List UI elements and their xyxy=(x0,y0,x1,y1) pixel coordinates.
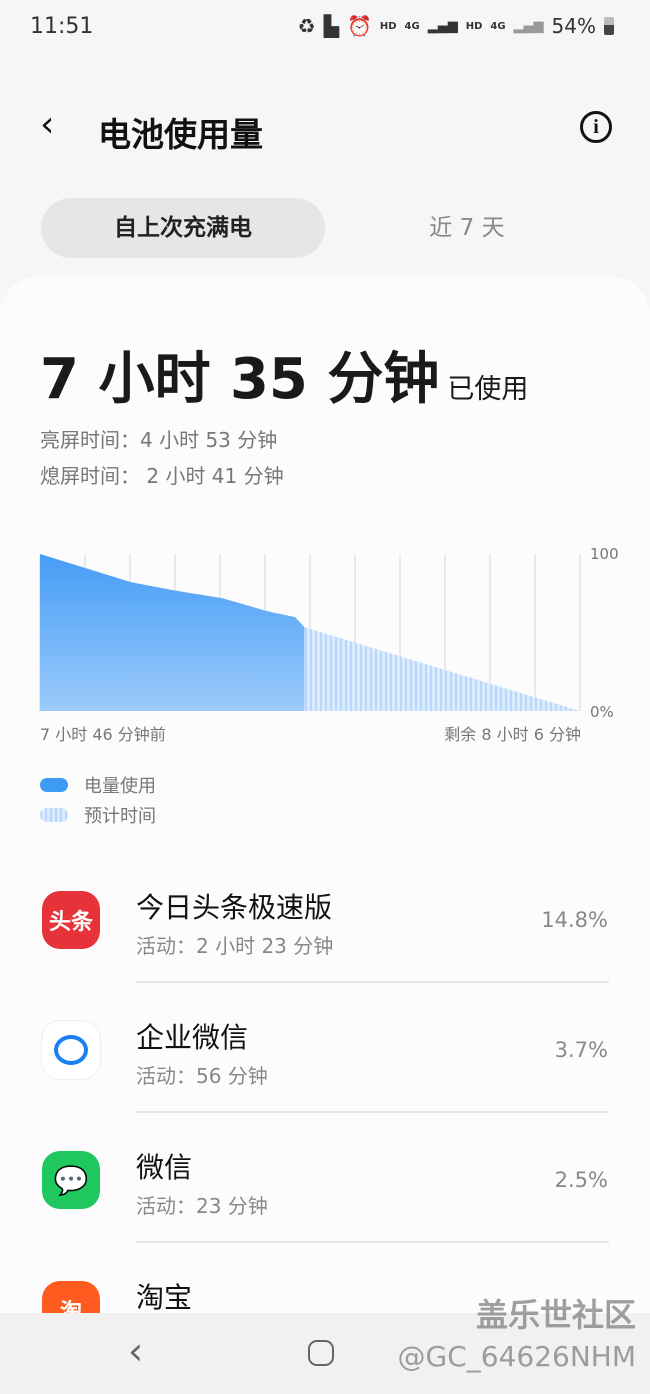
battery-icon xyxy=(604,17,614,35)
y-tick-100: 100 xyxy=(590,545,619,563)
app-percent: 14.8% xyxy=(541,908,608,932)
x-end-label: 剩余 8 小时 6 分钟 xyxy=(444,725,581,744)
legend-swatch-usage xyxy=(40,778,68,792)
nav-home-button[interactable] xyxy=(308,1340,334,1366)
recycle-icon: ♻ xyxy=(297,14,316,38)
building-icon: ▙ xyxy=(323,14,339,38)
screen-on-time: 亮屏时间：4 小时 53 分钟 xyxy=(40,428,278,452)
battery-percent: 54% xyxy=(551,14,596,38)
divider xyxy=(136,981,609,983)
legend-projected: 预计时间 xyxy=(40,802,156,828)
info-icon[interactable]: i xyxy=(580,111,612,143)
app-percent: 3.7% xyxy=(554,1038,608,1062)
app-name: 今日头条极速版 xyxy=(136,891,333,924)
usage-card xyxy=(0,277,650,1394)
page-title: 电池使用量 xyxy=(98,115,263,154)
screen-off-time: 熄屏时间： 2 小时 41 分钟 xyxy=(40,464,284,488)
app-percent: 2.5% xyxy=(554,1168,608,1192)
watermark-user: @GC_64626NHM xyxy=(397,1340,636,1373)
toutiao-icon: 头条 xyxy=(42,891,100,949)
tab-last-7-days[interactable]: 近 7 天 xyxy=(429,215,505,241)
app-activity: 活动：56 分钟 xyxy=(136,1064,268,1088)
projected-area xyxy=(304,627,580,711)
used-suffix: 已使用 xyxy=(447,374,529,405)
hd-badge: HD xyxy=(379,20,397,32)
wechat-icon: 💬 xyxy=(42,1151,100,1209)
total-used-time: 7 小时 35 分钟 已使用 xyxy=(40,334,528,415)
navigation-bar: ‹ xyxy=(0,1313,650,1394)
status-icons: ♻ ▙ ⏰ HD 4G ▂▄▆ HD 4G ▂▄▆ 54% xyxy=(298,14,614,38)
watermark: 盖乐世社区 xyxy=(475,1296,636,1334)
icon-text: 头条 xyxy=(48,910,93,935)
usage-area xyxy=(40,554,305,711)
signal-icon-2: ▂▄▆ xyxy=(513,18,544,34)
legend-usage: 电量使用 xyxy=(40,772,156,798)
legend-label: 电量使用 xyxy=(84,776,156,797)
signal-icon: ▂▄▆ xyxy=(427,18,458,34)
app-usage-row[interactable]: 💬 微信 活动：23 分钟 2.5% xyxy=(0,1130,650,1260)
x-start-label: 7 小时 46 分钟前 xyxy=(40,725,166,744)
battery-chart: 100 0% 7 小时 46 分钟前 剩余 8 小时 6 分钟 xyxy=(39,545,619,744)
divider xyxy=(136,1241,609,1243)
app-usage-row[interactable]: 企业微信 活动：56 分钟 3.7% xyxy=(0,1000,650,1130)
app-activity: 活动：23 分钟 xyxy=(136,1194,268,1218)
network-type-2: 4G xyxy=(490,20,506,32)
clock: 11:51 xyxy=(30,14,94,39)
app-activity: 活动：2 小时 23 分钟 xyxy=(136,934,334,958)
legend-swatch-projected xyxy=(40,808,68,822)
y-tick-0: 0% xyxy=(590,703,614,721)
alarm-icon: ⏰ xyxy=(346,14,372,38)
app-name: 企业微信 xyxy=(136,1021,249,1054)
tab-since-full-charge[interactable]: 自上次充满电 xyxy=(41,198,325,258)
app-name: 淘宝 xyxy=(136,1281,193,1314)
back-button[interactable]: ‹ xyxy=(40,104,55,145)
used-time-value: 7 小时 35 分钟 xyxy=(40,347,440,412)
app-name: 微信 xyxy=(136,1151,193,1184)
app-usage-row[interactable]: 头条 今日头条极速版 活动：2 小时 23 分钟 14.8% xyxy=(0,870,650,1000)
wecom-icon xyxy=(42,1021,100,1079)
network-type: 4G xyxy=(404,20,420,32)
legend-label: 预计时间 xyxy=(84,806,156,827)
status-bar: 11:51 ♻ ▙ ⏰ HD 4G ▂▄▆ HD 4G ▂▄▆ 54% xyxy=(0,0,650,55)
hd-badge-2: HD xyxy=(465,20,483,32)
nav-back-button[interactable]: ‹ xyxy=(128,1329,144,1373)
divider xyxy=(136,1111,609,1113)
